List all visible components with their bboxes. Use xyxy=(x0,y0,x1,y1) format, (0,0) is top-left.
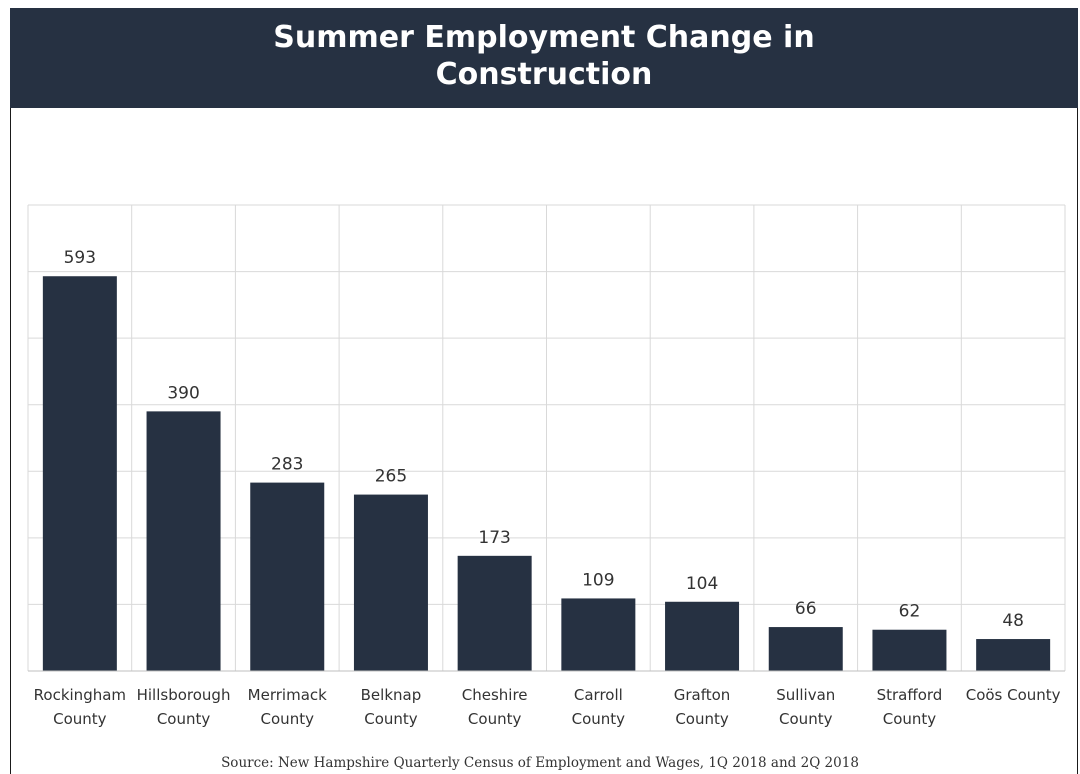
data-label: 62 xyxy=(899,602,921,622)
chart-frame xyxy=(10,8,1078,774)
data-label: 104 xyxy=(686,574,718,594)
bar xyxy=(665,601,740,671)
category-label: County xyxy=(53,710,107,728)
category-label: Hillsborough xyxy=(137,686,231,704)
category-label: County xyxy=(572,710,626,728)
category-label: Merrimack xyxy=(248,686,327,704)
category-label: Grafton xyxy=(674,686,731,704)
bar xyxy=(561,598,636,671)
category-label: Carroll xyxy=(574,686,623,704)
chart-header: Summer Employment Change in Construction xyxy=(10,8,1078,108)
data-label: 283 xyxy=(271,455,303,475)
category-label: Coös County xyxy=(966,686,1061,704)
data-label: 173 xyxy=(478,528,510,548)
data-label: 66 xyxy=(795,599,817,619)
data-label: 109 xyxy=(582,570,614,590)
bar xyxy=(42,276,117,671)
bar xyxy=(250,482,325,671)
bar xyxy=(976,639,1051,671)
bar xyxy=(872,629,947,671)
data-label: 390 xyxy=(167,383,199,403)
bar xyxy=(457,555,532,671)
data-label: 265 xyxy=(375,467,407,487)
category-label: Strafford xyxy=(877,686,943,704)
category-label: County xyxy=(675,710,729,728)
category-label: Sullivan xyxy=(776,686,835,704)
category-label: County xyxy=(468,710,522,728)
category-label: County xyxy=(364,710,418,728)
chart-title-line-2: Construction xyxy=(435,57,653,92)
category-label: Rockingham xyxy=(34,686,126,704)
bar xyxy=(768,627,843,671)
data-label: 593 xyxy=(64,248,96,268)
category-label: Cheshire xyxy=(462,686,528,704)
chart-title-line-1: Summer Employment Change in xyxy=(273,20,815,55)
bar xyxy=(353,494,428,671)
source-note: Source: New Hampshire Quarterly Census o… xyxy=(221,755,859,771)
data-label: 48 xyxy=(1002,611,1024,631)
chart-title: Summer Employment Change in Construction xyxy=(10,19,1078,93)
category-label: Belknap xyxy=(361,686,422,704)
category-label: County xyxy=(883,710,937,728)
category-label: County xyxy=(261,710,315,728)
category-label: County xyxy=(779,710,833,728)
bar xyxy=(146,411,221,671)
category-label: County xyxy=(157,710,211,728)
